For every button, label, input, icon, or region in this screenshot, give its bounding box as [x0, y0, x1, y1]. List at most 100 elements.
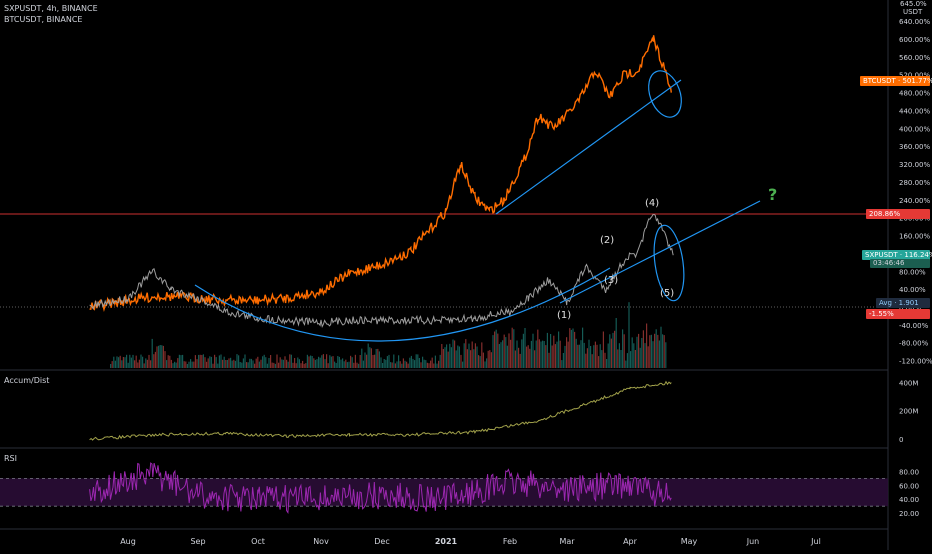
legend-symbol[interactable]: SXPUSDT, 4h, BINANCE [4, 4, 98, 13]
volume-bar [526, 346, 528, 368]
volume-bar [310, 355, 312, 368]
volume-bar [567, 341, 569, 368]
volume-bar [457, 345, 459, 368]
volume-bar [292, 362, 294, 368]
volume-bar [177, 358, 179, 368]
volume-bar [252, 360, 254, 368]
volume-bar [399, 361, 401, 368]
volume-bar [598, 356, 600, 368]
volume-bar [287, 361, 289, 368]
volume-bar [210, 356, 212, 368]
volume-bar [170, 359, 172, 368]
volume-bar [180, 355, 182, 368]
time-tick: Feb [503, 537, 517, 546]
volume-bar [532, 333, 534, 368]
volume-bar [548, 352, 550, 368]
volume-bar [241, 362, 243, 368]
volume-bar [542, 340, 544, 368]
volume-bar [650, 334, 652, 368]
volume-bar [534, 350, 536, 368]
price-tick: -120.00% [899, 358, 932, 366]
volume-bar [430, 360, 432, 368]
volume-bar [423, 359, 425, 368]
sxp-series-line [89, 213, 674, 329]
volume-bar [234, 360, 236, 368]
volume-bar [588, 339, 590, 368]
btc-price-label: BTCUSDT · 501.77% [863, 77, 932, 85]
time-axis[interactable]: Aug Sep Oct Nov Dec 2021 Feb Mar Apr May Jun Jul [120, 537, 821, 546]
volume-bar [498, 344, 500, 368]
volume-bar [641, 338, 643, 368]
volume-bar [300, 363, 302, 368]
volume-bar [324, 359, 326, 368]
volume-bar [294, 358, 296, 368]
volume-bar [599, 344, 601, 368]
legend-compare[interactable]: BTCUSDT, BINANCE [4, 15, 83, 24]
volume-bar [130, 357, 132, 368]
price-axis[interactable]: 645.0%USDT 640.00% 600.00% 560.00% 520.00% 48… [899, 0, 932, 518]
volume-bar [258, 361, 260, 368]
volume-bar [204, 357, 206, 368]
volume-bar [230, 357, 232, 368]
question-mark: ? [768, 185, 777, 204]
volume-bar [113, 356, 115, 368]
volume-bar [202, 354, 204, 368]
volume-bar [649, 335, 651, 368]
volume-bar [266, 363, 268, 368]
volume-bar [290, 354, 292, 368]
volume-bar [378, 351, 380, 368]
sxp-circle [653, 224, 685, 302]
volume-bar [145, 358, 147, 368]
volume-bar [228, 358, 230, 368]
rsi-tick: 20.00 [899, 510, 919, 518]
volume-bar [142, 356, 144, 368]
volume-bar [238, 355, 240, 368]
volume-bars [110, 302, 667, 368]
price-tick: 280.00% [899, 179, 930, 187]
volume-bar [167, 355, 169, 368]
volume-bar [393, 354, 395, 368]
volume-bar [169, 355, 171, 368]
volume-bar [543, 341, 545, 368]
volume-bar [319, 357, 321, 368]
volume-bar [478, 355, 480, 368]
avg-price-label: Avg · 1.901 [879, 299, 919, 307]
accum-pane-label[interactable]: Accum/Dist [4, 376, 50, 385]
volume-bar [646, 323, 648, 368]
volume-bar [188, 361, 190, 368]
time-tick: Apr [623, 537, 638, 546]
volume-bar [390, 362, 392, 368]
volume-bar [473, 349, 475, 368]
volume-bar [146, 359, 148, 368]
volume-bar [337, 356, 339, 368]
volume-bar [508, 333, 510, 368]
volume-bar [449, 343, 451, 368]
volume-bar [593, 345, 595, 368]
volume-bar [298, 359, 300, 368]
volume-bar [425, 360, 427, 368]
volume-bar [166, 360, 168, 368]
volume-bar [377, 348, 379, 368]
price-tick: 520.00% [899, 72, 930, 80]
volume-bar [623, 334, 625, 368]
accum-dist-line [89, 380, 672, 441]
rsi-pane-label[interactable]: RSI [4, 454, 17, 463]
volume-bar [490, 352, 492, 368]
volume-bar [191, 361, 193, 368]
volume-bar [327, 363, 329, 368]
volume-bar [153, 354, 155, 368]
volume-bar [281, 359, 283, 368]
volume-bar [201, 355, 203, 368]
volume-bar [330, 356, 332, 368]
volume-bar [660, 326, 662, 368]
time-tick: Jul [810, 537, 821, 546]
volume-bar [119, 355, 121, 368]
btc-trendline [495, 79, 682, 215]
volume-bar [154, 351, 156, 368]
volume-bar [409, 357, 411, 368]
volume-bar [150, 360, 152, 368]
time-tick: Mar [559, 537, 575, 546]
volume-bar [338, 356, 340, 368]
volume-bar [594, 341, 596, 368]
